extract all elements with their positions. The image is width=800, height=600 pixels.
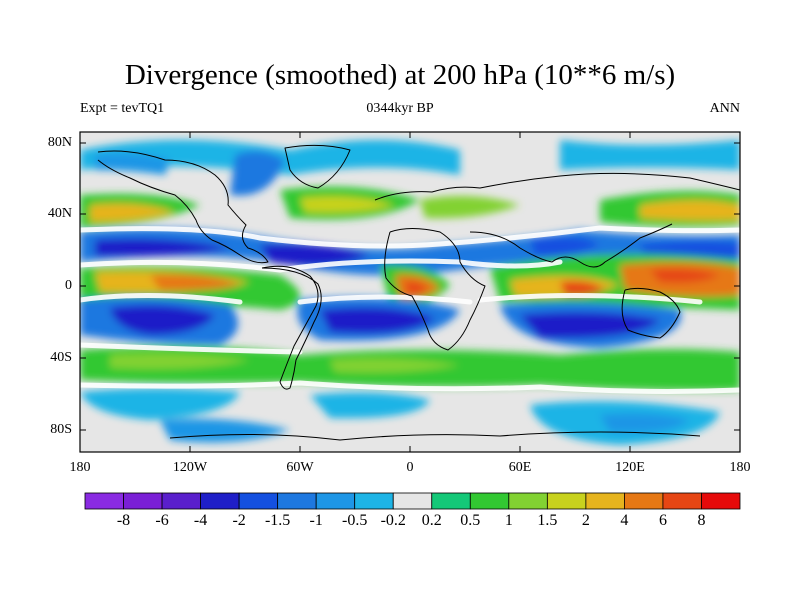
colorbar-swatch-8 <box>392 492 433 510</box>
colorbar-swatch-10 <box>469 492 510 510</box>
divergence-field <box>80 140 740 445</box>
colorbar-label-4: -1.5 <box>264 512 291 529</box>
colorbar-label-3: -2 <box>232 512 246 529</box>
colorbar-label-6: -0.5 <box>342 512 368 529</box>
colorbar-label-2: -4 <box>193 512 208 529</box>
map-ticks <box>80 132 740 452</box>
colorbar-label-1: -6 <box>155 512 169 529</box>
season-label: ANN <box>709 101 740 116</box>
colorbar-label-12: 2 <box>581 512 590 529</box>
colorbar-label-13: 4 <box>620 512 629 529</box>
lon-label-0: 0 <box>406 460 414 475</box>
colorbar-swatch-2 <box>161 492 201 510</box>
lon-label-120e: 120E <box>615 460 645 475</box>
colorbar-swatch-15 <box>662 492 702 510</box>
colorbar-swatch-14 <box>624 492 664 510</box>
colorbar-swatch-6 <box>315 492 356 510</box>
colorbar-swatch-0 <box>84 492 124 510</box>
lon-label-120w: 120W <box>172 460 208 475</box>
lat-label-40n: 40N <box>47 206 72 221</box>
colorbar-label-9: 0.5 <box>460 512 481 529</box>
lat-label-80s: 80S <box>50 422 72 437</box>
lon-label-60w: 60W <box>286 460 314 475</box>
colorbar-swatch-3 <box>200 492 240 510</box>
lon-label-180e: 180 <box>729 460 751 475</box>
colorbar-swatch-16 <box>701 492 741 510</box>
colorbar-swatch-7 <box>354 492 394 510</box>
colorbar-swatch-12 <box>546 492 587 510</box>
coastlines <box>97 144 740 441</box>
zero-contours <box>80 225 740 394</box>
colorbar-label-7: -0.2 <box>380 512 406 529</box>
colorbar-swatch-13 <box>585 492 625 510</box>
experiment-label: Expt = tevTQ1 <box>80 101 165 116</box>
colorbar-swatch-11 <box>508 492 548 510</box>
colorbar-swatch-9 <box>431 492 471 510</box>
colorbar-swatch-5 <box>277 492 317 510</box>
colorbar-label-15: 8 <box>697 512 706 529</box>
lat-label-40s: 40S <box>50 350 72 365</box>
colorbar-label-5: -1 <box>309 512 323 529</box>
colorbar-label-11: 1.5 <box>537 512 558 529</box>
colorbar-swatch-1 <box>123 492 163 510</box>
colorbar <box>84 492 741 510</box>
colorbar-label-0: -8 <box>116 512 131 529</box>
lat-label-80n: 80N <box>47 135 72 150</box>
lon-label-60e: 60E <box>508 460 532 475</box>
colorbar-label-14: 6 <box>658 512 667 529</box>
colorbar-swatch-4 <box>238 492 279 510</box>
colorbar-label-10: 1 <box>504 512 513 529</box>
lat-label-0: 0 <box>65 278 72 293</box>
colorbar-label-8: 0.2 <box>421 512 442 529</box>
map-title: Divergence (smoothed) at 200 hPa (10**6 … <box>124 59 676 91</box>
time-label: 0344kyr BP <box>366 101 434 116</box>
lon-label-180w: 180 <box>69 460 91 475</box>
